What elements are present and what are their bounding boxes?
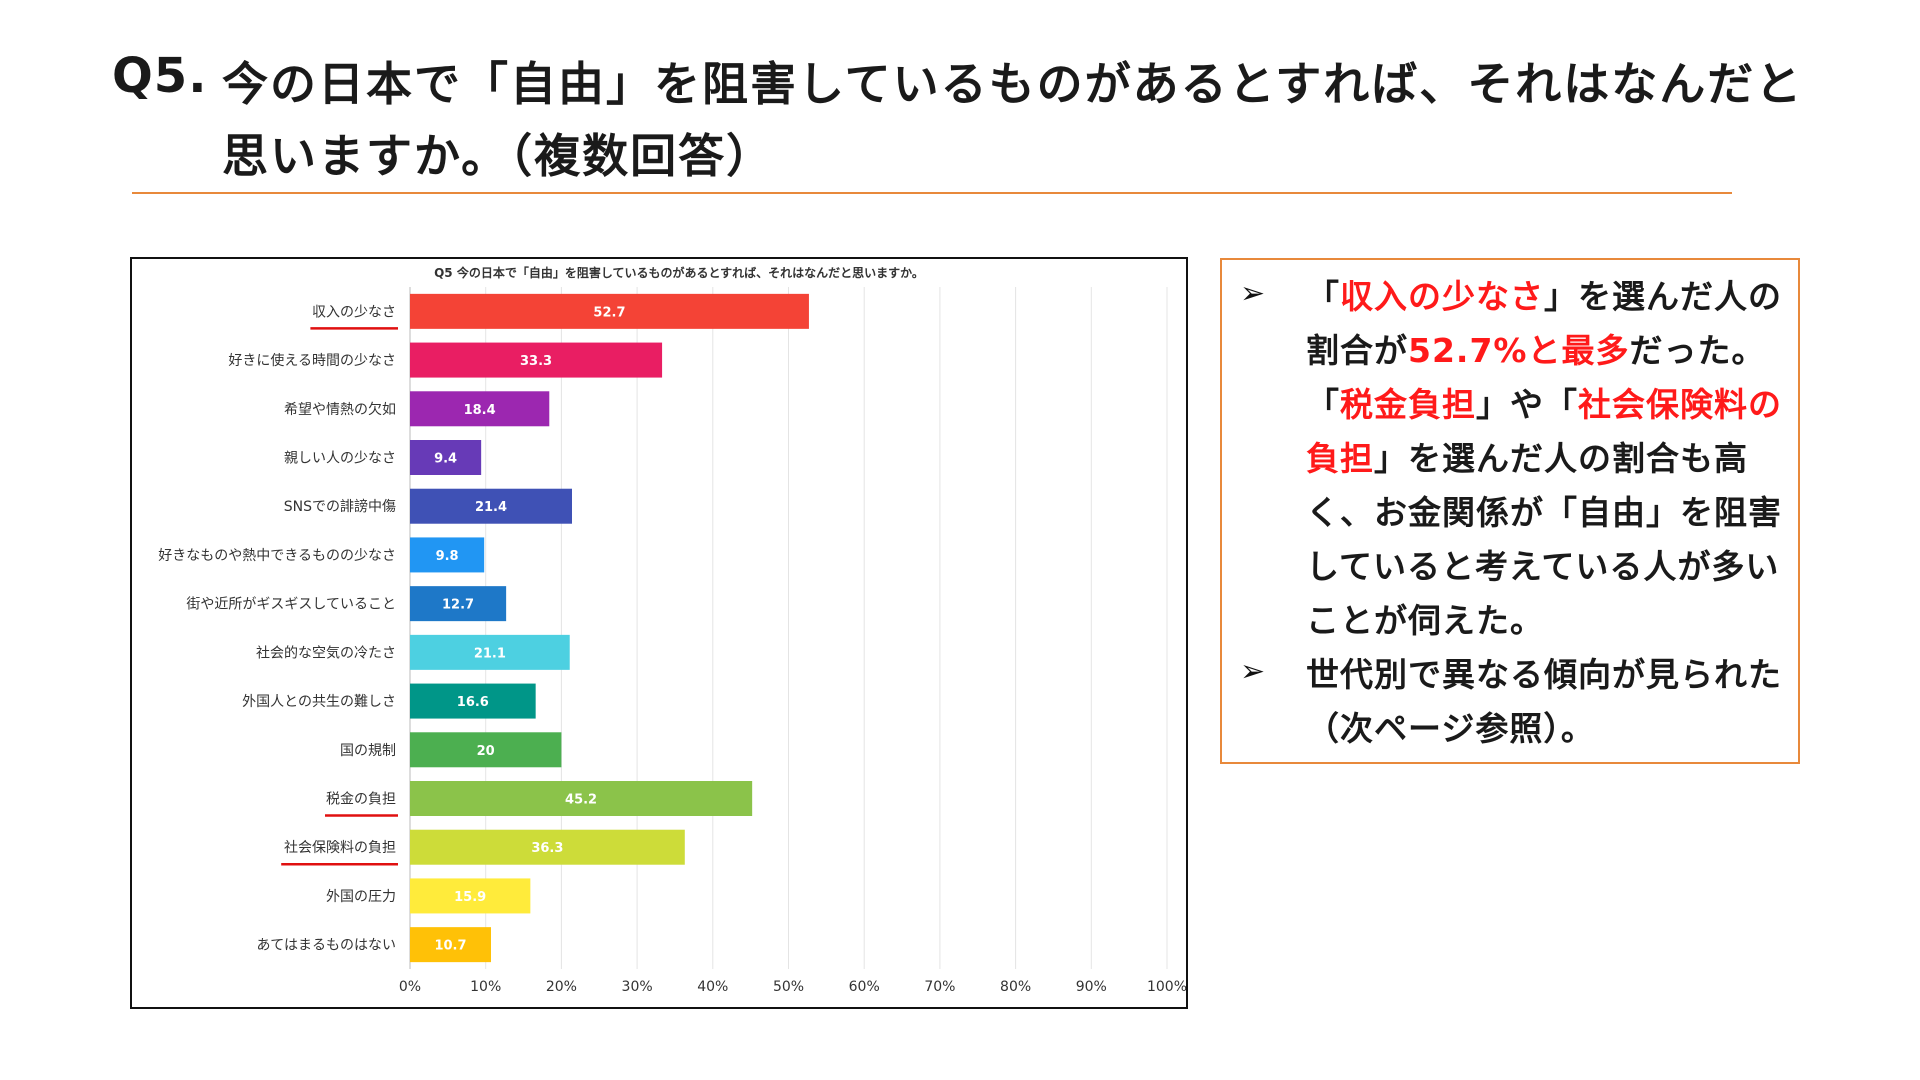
- bar: [410, 537, 485, 573]
- data-label: 10.7: [434, 939, 466, 954]
- bar: [410, 829, 685, 865]
- x-tick-label: 100%: [1147, 979, 1186, 995]
- bar-chart: Q5 今の日本で「自由」を阻害しているものがあるとすれば、それはなんだと思います…: [158, 265, 1186, 995]
- category-label: SNSでの誹謗中傷: [284, 498, 396, 515]
- bullet-arrow-icon: ➢: [1240, 654, 1266, 689]
- bar: [410, 732, 562, 768]
- bullet-arrow-icon: ➢: [1240, 276, 1266, 311]
- x-tick-label: 80%: [1000, 979, 1031, 995]
- chart-panel: Q5 今の日本で「自由」を阻害しているものがあるとすれば、それはなんだと思います…: [130, 257, 1188, 1009]
- bar: [410, 440, 482, 475]
- note-text-2: 世代別で異なる傾向が見られた（次ページ参照）。: [1306, 655, 1782, 748]
- category-label: 収入の少なさ: [312, 304, 396, 320]
- chart-title: Q5 今の日本で「自由」を阻害しているものがあるとすれば、それはなんだと思います…: [434, 265, 924, 280]
- data-label: 18.4: [464, 403, 496, 418]
- x-tick-label: 10%: [470, 979, 501, 995]
- bar: [410, 878, 531, 914]
- data-label: 33.3: [520, 354, 552, 369]
- category-label: 外国の圧力: [326, 889, 396, 905]
- x-tick-label: 40%: [697, 979, 728, 995]
- bar: [410, 293, 809, 329]
- category-label: 街や近所がギスギスしていること: [186, 597, 396, 613]
- bar: [410, 342, 663, 378]
- question-number: Q5.: [112, 48, 208, 104]
- category-label: 社会保険料の負担: [284, 840, 396, 856]
- bar: [410, 781, 753, 816]
- note-text-1: 「収入の少なさ」を選んだ人の割合が52.7%と最多だった。「税金負担」や「社会保…: [1306, 277, 1782, 640]
- bar: [410, 683, 536, 719]
- title-divider: [132, 192, 1732, 194]
- bar: [410, 488, 572, 524]
- data-label: 9.4: [434, 452, 457, 467]
- x-tick-label: 30%: [622, 979, 653, 995]
- data-label: 16.6: [457, 695, 489, 710]
- data-label: 20: [477, 744, 495, 759]
- data-label: 21.4: [475, 500, 507, 515]
- x-tick-label: 90%: [1076, 979, 1107, 995]
- category-label: 税金の負担: [326, 792, 396, 808]
- category-label: 社会的な空気の冷たさ: [256, 645, 396, 661]
- category-label: 国の規制: [340, 743, 396, 759]
- category-label: 希望や情熱の欠如: [284, 402, 396, 418]
- category-label: 好きに使える時間の少なさ: [228, 352, 396, 369]
- data-label: 12.7: [442, 598, 474, 613]
- x-tick-label: 0%: [399, 979, 421, 995]
- data-label: 45.2: [565, 793, 597, 808]
- bar: [410, 586, 507, 622]
- data-label: 52.7: [593, 305, 625, 320]
- data-label: 21.1: [474, 646, 506, 661]
- category-label: あてはまるものはない: [257, 938, 396, 954]
- category-label: 外国人との共生の難しさ: [242, 694, 396, 710]
- x-tick-label: 60%: [849, 979, 880, 995]
- category-label: 好きなものや熱中できるものの少なさ: [158, 548, 396, 564]
- data-label: 36.3: [531, 841, 563, 856]
- x-tick-label: 20%: [546, 979, 577, 995]
- question-title: 今の日本で「自由」を阻害しているものがあるとすれば、それはなんだと思いますか。（…: [222, 57, 1804, 183]
- bar: [410, 391, 550, 427]
- bar: [410, 927, 491, 963]
- notes-panel: ➢ 「収入の少なさ」を選んだ人の割合が52.7%と最多だった。「税金負担」や「社…: [1220, 258, 1800, 764]
- bar: [410, 634, 570, 670]
- data-label: 9.8: [436, 549, 459, 564]
- data-label: 15.9: [454, 890, 486, 905]
- category-label: 親しい人の少なさ: [284, 451, 396, 467]
- x-tick-label: 50%: [773, 979, 804, 995]
- x-tick-label: 70%: [924, 979, 955, 995]
